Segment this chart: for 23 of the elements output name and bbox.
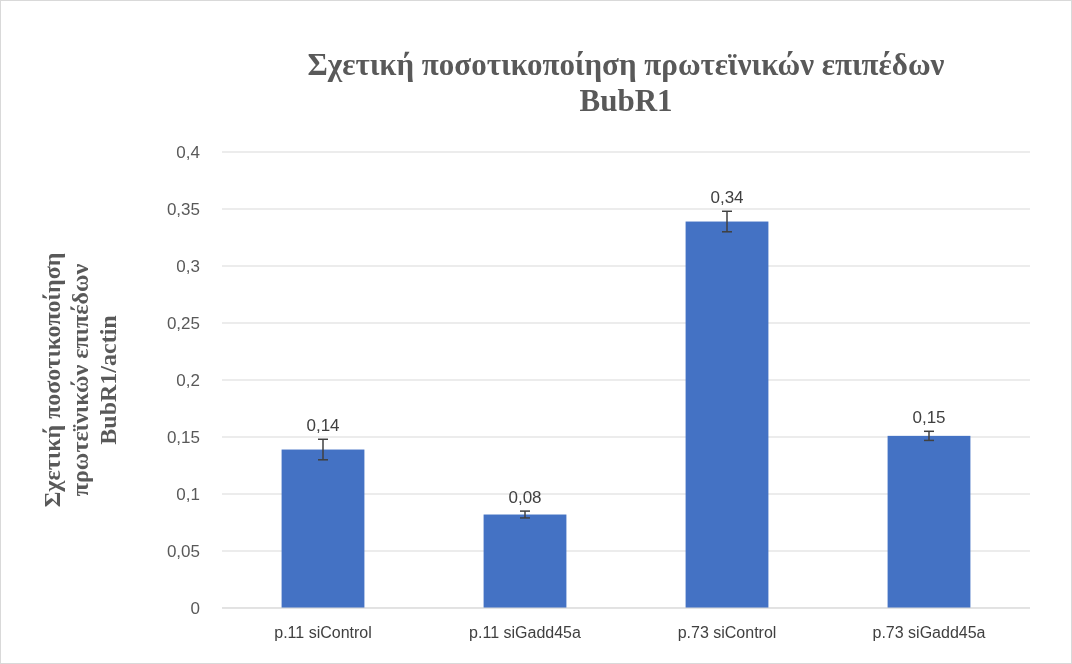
y-tick-label: 0,25 [166, 314, 200, 333]
y-tick-label: 0,3 [176, 257, 200, 276]
x-tick-label: p.11 siControl [274, 624, 372, 641]
y-tick-label: 0 [190, 599, 200, 618]
x-tick-label: p.73 siControl [677, 624, 777, 641]
y-tick-label: 0,4 [176, 143, 200, 162]
y-axis-title: Σχετική ποσοτικοποίηση πρωτεϊνικών επιπέδων BubR1/actin [39, 252, 121, 508]
y-tick-label: 0,2 [176, 371, 200, 390]
bar [685, 221, 769, 608]
y-tick-label: 0,35 [166, 200, 200, 219]
y-tick-label: 0,05 [166, 542, 200, 561]
y-tick-label: 0,1 [176, 485, 200, 504]
y-tick-label: 0,15 [166, 428, 200, 447]
chart-title: Σχετική ποσοτικοποίηση πρωτεϊνικών επιπέδων BubR1 [307, 47, 945, 118]
x-tick-label: p.73 siGadd45a [872, 624, 986, 641]
data-label: 0,14 [306, 416, 340, 436]
bar [887, 435, 971, 608]
data-label: 0,34 [710, 188, 744, 208]
data-label: 0,15 [912, 408, 946, 428]
bar [483, 514, 567, 608]
x-tick-label: p.11 siGadd45a [469, 624, 581, 641]
data-label: 0,08 [508, 488, 542, 508]
bar [281, 449, 365, 608]
